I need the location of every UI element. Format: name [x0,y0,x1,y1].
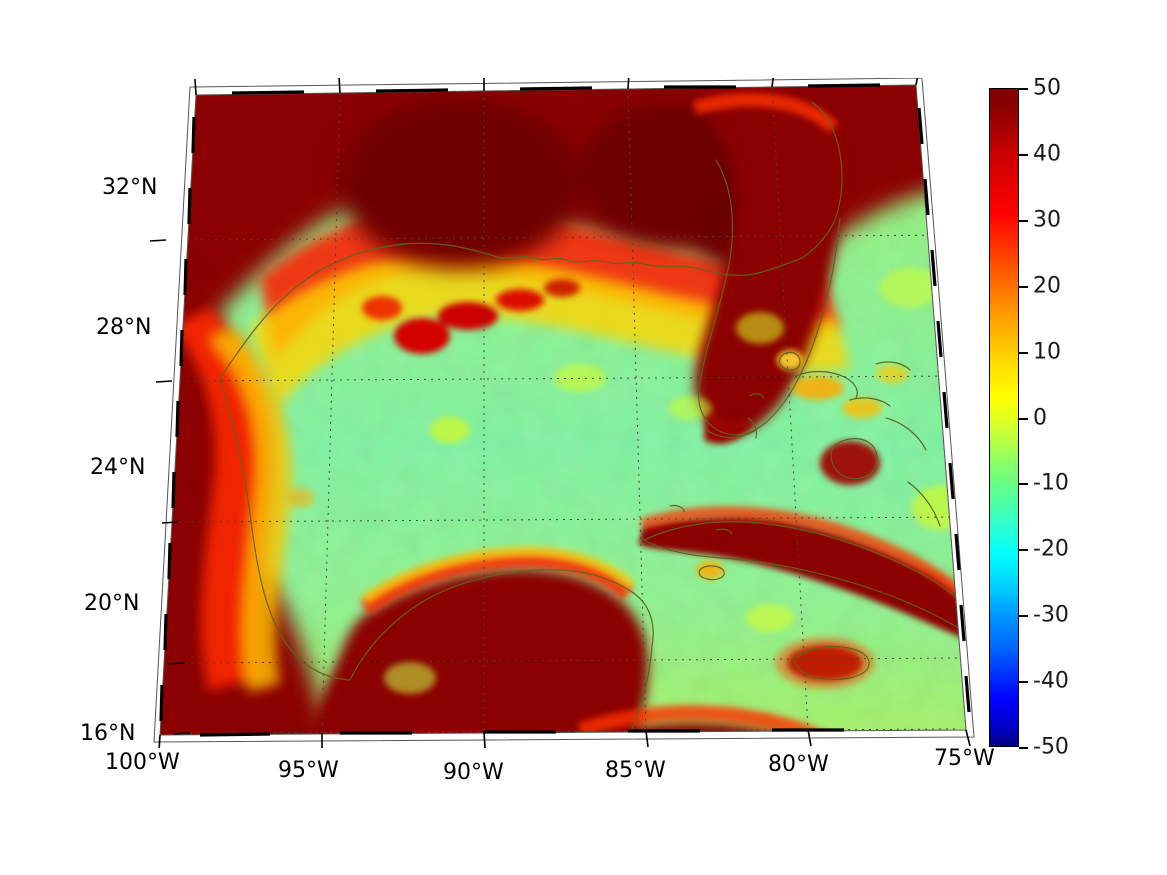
colorbar-label-neg20: -20 [1033,536,1069,562]
colorbar-label-10: 10 [1033,339,1061,365]
colorbar-gradient [989,88,1019,747]
colorbar-tick-neg40 [1019,681,1028,684]
landmass-central-america [550,705,862,735]
colorbar-label-30: 30 [1033,207,1061,233]
lon-tick-label-75w: 75°W [934,746,995,771]
lat-tick-label-32n: 32°N [102,175,158,200]
colorbar-tick-neg20 [1019,549,1028,552]
lat-tick-label-20n: 20°N [84,591,140,616]
landmass-jamaica [775,637,875,689]
colorbar-tick-neg10 [1019,483,1028,486]
colorbar-label-neg40: -40 [1033,668,1069,694]
colorbar-tick-neg30 [1019,615,1028,618]
lat-tick-label-28n: 28°N [96,315,152,340]
landmass-bahamas [792,365,908,485]
lon-tick-label-80w: 80°W [768,752,829,777]
colorbar-label-neg50: -50 [1033,734,1069,760]
colorbar-tick-40 [1019,153,1028,156]
coastline-overlay [219,101,966,735]
frame-ticks-left [159,116,196,722]
map-plot-area[interactable]: 16°N 20°N 24°N 28°N 32°N 100°W 95°W 90°W… [80,78,995,785]
lon-tick-label-100w: 100°W [105,750,180,775]
colorbar-label-50: 50 [1033,75,1061,101]
map-frame [150,78,975,748]
colorbar-tick-neg50 [1019,747,1028,749]
colorbar-tick-0 [1019,417,1028,420]
colorbar-tick-50 [1019,88,1028,90]
colorbar-label-neg10: -10 [1033,470,1069,496]
lon-tick-label-90w: 90°W [443,760,504,785]
colorbar-tick-20 [1019,285,1028,288]
landmass-cuba [638,506,966,638]
shelf-western-gulf [170,308,292,692]
heatmap-field [160,85,966,735]
lat-tick-label-16n: 16°N [80,721,136,746]
colorbar-label-0: 0 [1033,405,1047,430]
shelf-warm-band-north [250,252,850,408]
ocean-anomaly-patches [286,268,966,694]
frame-ticks-top [231,83,881,95]
hotspot-cluster-louisiana [362,279,580,354]
colorbar[interactable]: 50 40 30 20 10 0 -10 -20 -30 -40 -50 [989,76,1069,760]
lon-tick-label-95w: 95°W [278,758,339,783]
map-svg [150,78,975,748]
colorbar-label-20: 20 [1033,273,1061,299]
colorbar-tick-10 [1019,351,1028,354]
major-tick-marks [150,78,971,748]
lon-tick-label-85w: 85°W [605,758,666,783]
frame-ticks-bottom [199,728,844,737]
frame-ticks-right [917,107,971,713]
colorbar-tick-30 [1019,219,1028,222]
colorbar-label-neg30: -30 [1033,602,1069,628]
lat-tick-label-24n: 24°N [90,455,146,480]
colorbar-label-40: 40 [1033,141,1061,167]
